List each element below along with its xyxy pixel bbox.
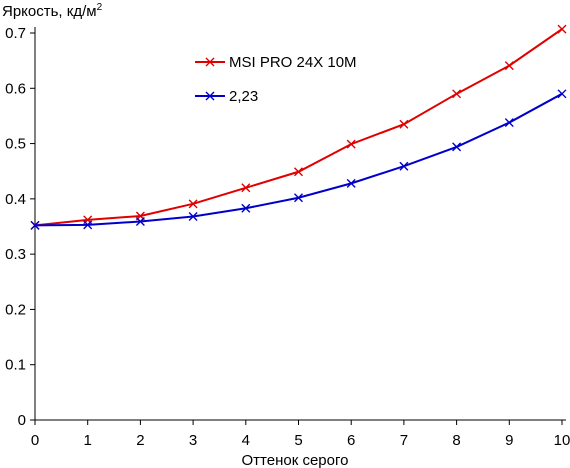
y-tick-label: 0.4 [5, 191, 26, 208]
series-2 [30, 89, 567, 230]
data-point [241, 203, 251, 213]
legend-label: MSI PRO 24X 10M [229, 54, 357, 71]
data-point [188, 199, 198, 209]
x-tick-label: 7 [400, 432, 408, 449]
y-axis-title-text: Яркость, кд/м [2, 3, 97, 20]
y-tick-label: 0.5 [5, 136, 26, 153]
y-tick-label: 0.1 [5, 357, 26, 374]
legend-marker [205, 91, 215, 101]
data-point [504, 61, 514, 71]
series-layer [30, 24, 567, 230]
y-axis-ticks: 0 0.1 0.2 0.3 0.4 0.5 0.6 0.7 [5, 25, 35, 429]
data-point [452, 142, 462, 152]
y-tick-label: 0.2 [5, 301, 26, 318]
x-tick-label: 0 [31, 432, 39, 449]
data-point [241, 183, 251, 193]
data-point [557, 24, 567, 34]
y-tick-label: 0.6 [5, 80, 26, 97]
legend-item-1: MSI PRO 24X 10M [195, 54, 357, 71]
data-point [557, 89, 567, 99]
x-tick-label: 8 [452, 432, 460, 449]
data-point [504, 118, 514, 128]
svg-text:Яркость, кд/м2: Яркость, кд/м2 [2, 2, 103, 20]
x-tick-label: 4 [242, 432, 250, 449]
data-point [399, 119, 409, 129]
data-point [294, 167, 303, 177]
x-tick-label: 3 [189, 432, 197, 449]
data-point [346, 139, 356, 149]
data-point [135, 217, 145, 227]
legend-label: 2,23 [229, 88, 258, 105]
legend-marker [205, 57, 215, 67]
x-tick-label: 10 [554, 432, 570, 449]
data-point [188, 212, 198, 222]
y-tick-label: 0 [18, 412, 26, 429]
series-line [34, 92, 563, 227]
data-point [294, 193, 303, 203]
data-point [30, 220, 40, 230]
data-point [399, 161, 409, 171]
x-tick-label: 1 [84, 432, 92, 449]
legend-item-2: 2,23 [195, 88, 258, 105]
data-point [452, 89, 462, 99]
x-axis-ticks: 0 1 2 3 4 5 6 7 8 9 10 [31, 420, 570, 449]
y-axis-title-superscript: 2 [97, 2, 103, 13]
x-tick-label: 9 [505, 432, 513, 449]
x-axis-title: Оттенок серого [242, 452, 349, 468]
y-tick-label: 0.3 [5, 246, 26, 263]
data-point [83, 220, 93, 230]
data-point [346, 178, 356, 188]
x-tick-label: 2 [136, 432, 144, 449]
legend: MSI PRO 24X 10M 2,23 [195, 54, 357, 105]
x-tick-label: 5 [294, 432, 302, 449]
y-axis-title: Яркость, кд/м2 [2, 2, 103, 20]
y-tick-label: 0.7 [5, 25, 26, 42]
x-tick-label: 6 [347, 432, 355, 449]
